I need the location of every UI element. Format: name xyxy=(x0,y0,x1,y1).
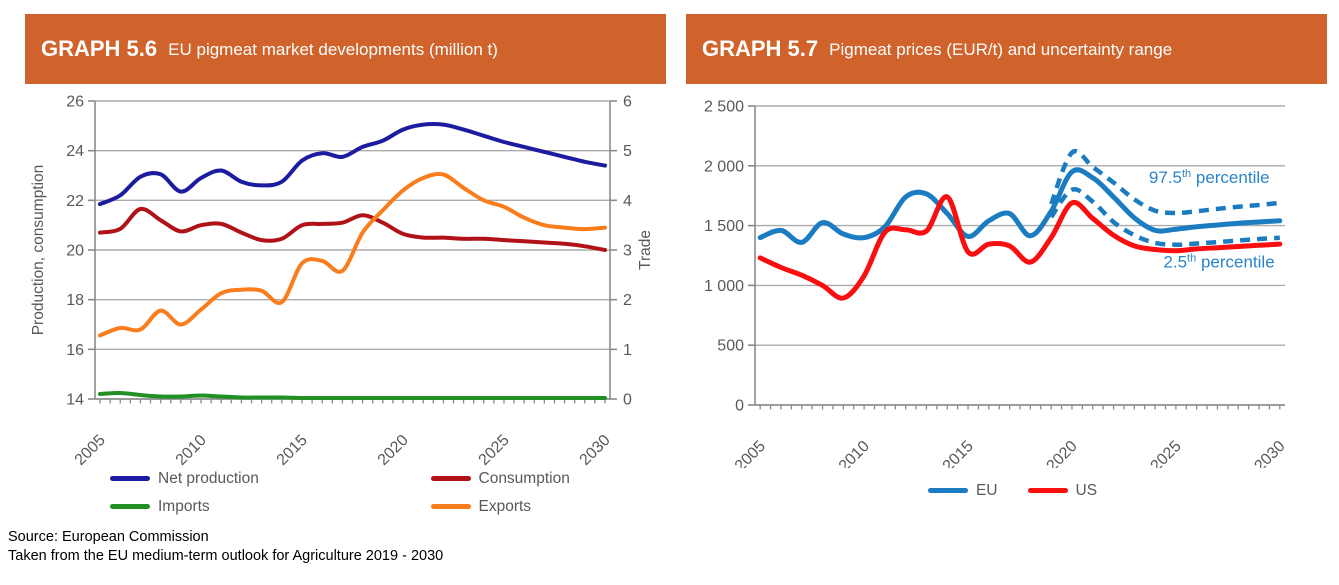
pigmeat-market-chart: 14 16 18 20 22 24 26 0 1 2 3 4 5 6 2005 2010 2015 2020 202… xyxy=(30,94,654,469)
x-tick-label: 2020 xyxy=(1044,438,1081,468)
imports-label: Imports xyxy=(158,497,210,515)
net-production-label: Net production xyxy=(158,469,259,487)
y-tick-label: 22 xyxy=(66,193,84,210)
legend-item-consumption: Consumption xyxy=(346,466,667,491)
x-tick-label: 2015 xyxy=(940,438,977,468)
graph-5-6-code: GRAPH 5.6 xyxy=(41,36,158,61)
y-axis-title-left: Production, consumption xyxy=(30,165,47,336)
series-eu xyxy=(757,167,1283,245)
series-us xyxy=(757,194,1283,301)
exports-label: Exports xyxy=(478,497,532,515)
x-tick-label: 2020 xyxy=(375,432,412,468)
series-imports xyxy=(98,390,607,401)
series-net-production xyxy=(98,122,607,207)
source-note: Source: European Commission Taken from t… xyxy=(8,528,443,565)
pigmeat-prices-chart: 0 500 1 000 1 500 2 000 2 500 2005 2010 2015 2020… xyxy=(704,99,1289,469)
pigmeat-prices-legend: EU US xyxy=(686,478,1339,503)
y-tick-label: 14 xyxy=(66,392,84,409)
x-tick-label: 2025 xyxy=(476,432,513,468)
source-line: Source: European Commission xyxy=(8,529,209,545)
graph-5-7-header: GRAPH 5.7 Pigmeat prices (EUR/t) and unc… xyxy=(686,14,1327,84)
x-tick-label: 2005 xyxy=(732,438,769,468)
series-2.5th-percentile xyxy=(1049,187,1280,247)
series-consumption xyxy=(98,206,607,252)
x-tick-label: 2030 xyxy=(1251,438,1288,468)
graph-5-6-header: GRAPH 5.6 EU pigmeat market developments… xyxy=(25,14,666,84)
legend-item-eu: EU xyxy=(927,478,998,503)
y-tick-label: 16 xyxy=(66,342,84,359)
pigmeat-market-legend: Net production Consumption Imports Expor… xyxy=(25,466,666,519)
graph-5-7-code: GRAPH 5.7 xyxy=(702,36,819,61)
x-tick-label: 2010 xyxy=(173,432,210,468)
origin-line: Taken from the EU medium-term outlook fo… xyxy=(8,547,444,564)
y-tick-label-right: 0 xyxy=(623,392,632,409)
x-tick-label: 2005 xyxy=(72,432,109,468)
series-97.5th-percentile xyxy=(1049,149,1281,216)
annotation: 2.5th percentile xyxy=(1163,252,1274,271)
y-tick-label: 500 xyxy=(717,338,744,355)
y-tick-label: 1 000 xyxy=(704,278,744,295)
consumption-line-swatch xyxy=(430,476,471,481)
y-tick-label: 18 xyxy=(66,292,84,309)
plot-area: 0 500 1 000 1 500 2 000 2 500 2005 2010 2015 2020… xyxy=(704,99,1289,469)
y-axis-title-right: Trade xyxy=(637,230,654,270)
y-tick-label-right: 4 xyxy=(623,193,632,210)
y-tick-label: 1 500 xyxy=(704,218,744,235)
legend-item-us: US xyxy=(1027,478,1098,503)
exports-line-swatch xyxy=(430,504,471,509)
us-line-swatch xyxy=(1027,488,1068,493)
x-tick-label: 2030 xyxy=(577,432,614,468)
net-production-line-swatch xyxy=(110,476,150,481)
y-tick-label-right: 3 xyxy=(623,243,632,260)
x-tick-label: 2015 xyxy=(274,432,311,468)
annotation: 97.5th percentile xyxy=(1149,168,1270,187)
imports-line-swatch xyxy=(110,504,150,509)
y-tick-label-right: 6 xyxy=(623,94,632,111)
eu-label: EU xyxy=(975,481,998,499)
plot-area: 14 16 18 20 22 24 26 0 1 2 3 4 5 6 2005 2010 2015 2020 202… xyxy=(30,94,654,469)
graph-5-6-title: EU pigmeat market developments (million … xyxy=(168,40,498,59)
legend-item-imports: Imports xyxy=(25,494,346,519)
graph-5-7-title: Pigmeat prices (EUR/t) and uncertainty r… xyxy=(829,40,1173,59)
y-tick-label-right: 2 xyxy=(623,292,632,309)
y-tick-label: 0 xyxy=(735,398,744,415)
legend-item-net-production: Net production xyxy=(25,466,346,491)
y-tick-label-right: 1 xyxy=(623,342,632,359)
y-tick-label: 2 500 xyxy=(704,99,744,116)
series-exports xyxy=(98,171,607,338)
consumption-label: Consumption xyxy=(478,469,570,487)
eu-line-swatch xyxy=(927,488,968,493)
x-tick-label: 2025 xyxy=(1148,438,1185,468)
x-tick-label: 2010 xyxy=(836,438,873,468)
y-tick-label: 20 xyxy=(66,243,84,260)
legend-item-exports: Exports xyxy=(346,494,667,519)
y-tick-label: 2 000 xyxy=(704,158,744,175)
y-tick-label: 26 xyxy=(66,94,84,111)
us-label: US xyxy=(1075,481,1098,499)
y-tick-label: 24 xyxy=(66,143,84,160)
y-tick-label-right: 5 xyxy=(623,143,632,160)
